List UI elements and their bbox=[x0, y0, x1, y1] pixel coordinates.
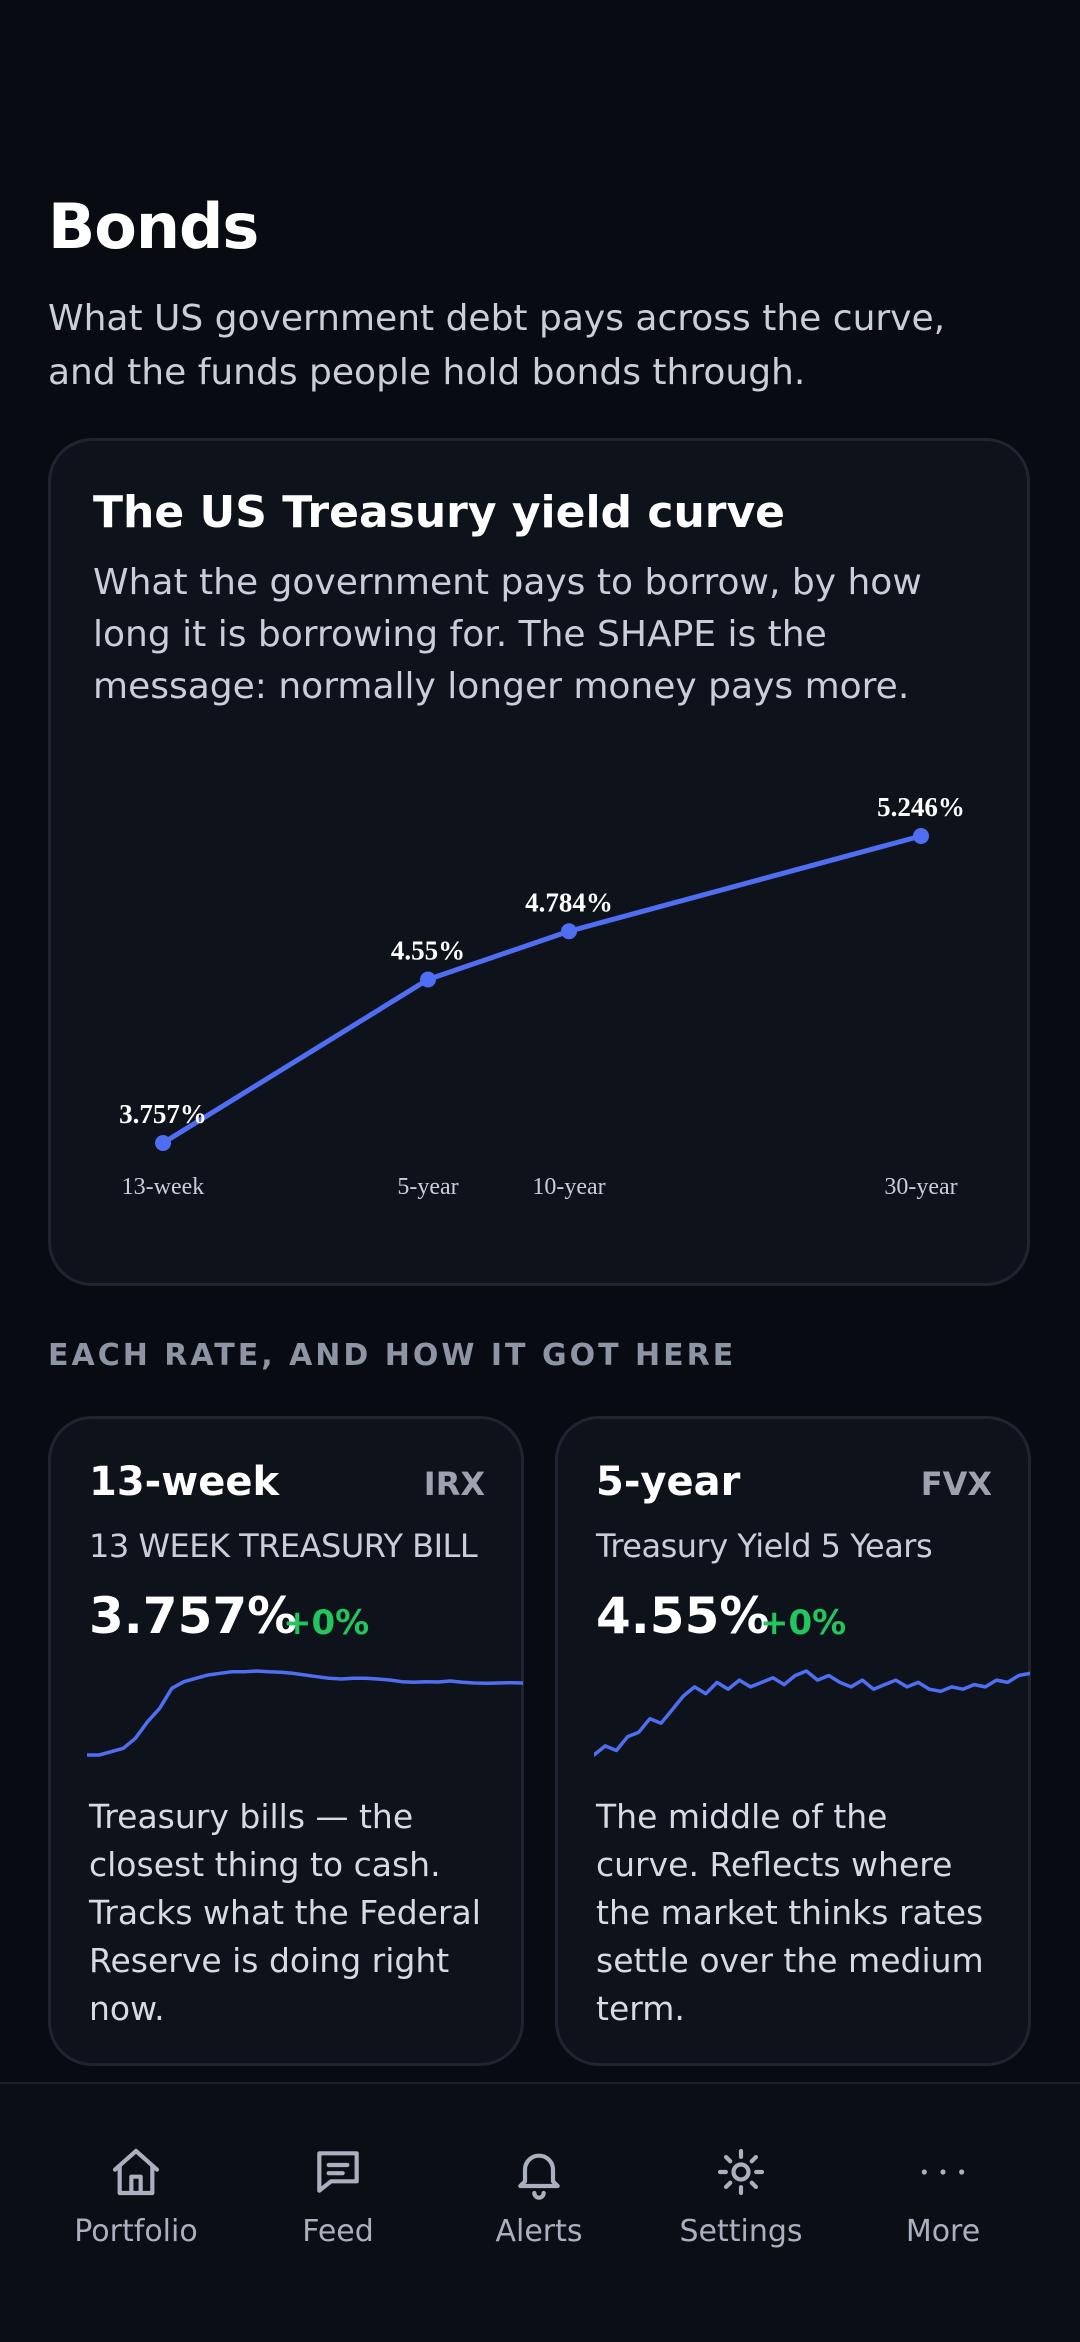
nav-item-more[interactable]: More bbox=[843, 2144, 1043, 2249]
yield-curve-chart: 3.757% 13-week 4.55% 5-year 4.784% 10-year 5.2… bbox=[119, 792, 965, 1200]
nav-label: Portfolio bbox=[74, 2214, 198, 2249]
yield-curve-tick-label: 5-year bbox=[397, 1174, 458, 1200]
yield-curve-data-label: 4.55% bbox=[391, 936, 465, 966]
rate-sparkline bbox=[594, 1669, 1030, 1757]
bell-icon bbox=[518, 2153, 560, 2200]
nav-item-settings[interactable]: Settings bbox=[641, 2144, 841, 2249]
bottom-nav: Portfolio Feed Alerts Settings More bbox=[0, 2082, 1080, 2342]
yield-curve-tick-label: 30-year bbox=[884, 1174, 957, 1200]
rate-value: 3.757% bbox=[89, 1587, 298, 1645]
nav-label: Feed bbox=[302, 2214, 374, 2249]
rate-title: 5-year bbox=[596, 1459, 741, 1505]
yield-curve-data-label: 3.757% bbox=[119, 1099, 207, 1129]
nav-item-portfolio[interactable]: Portfolio bbox=[36, 2144, 236, 2249]
rate-description: Treasury bills — the closest thing to ca… bbox=[89, 1797, 481, 2028]
more-icon bbox=[921, 2169, 965, 2175]
home-icon bbox=[112, 2148, 160, 2196]
yield-curve-point bbox=[561, 923, 577, 940]
sparkline-path bbox=[594, 1669, 1030, 1757]
rate-description: The middle of the curve. Reflects where … bbox=[596, 1797, 984, 2028]
yield-curve-card: The US Treasury yield curve What the gov… bbox=[48, 438, 1030, 1286]
yield-curve-data-label: 4.784% bbox=[525, 887, 613, 917]
page-subtitle: What US government debt pays across the … bbox=[48, 298, 946, 393]
rate-value: 4.55% bbox=[596, 1587, 770, 1645]
yield-curve-data-label: 5.246% bbox=[877, 792, 965, 822]
yield-curve-tick-label: 13-week bbox=[122, 1174, 205, 1200]
nav-item-feed[interactable]: Feed bbox=[238, 2144, 438, 2249]
sparkline-path bbox=[87, 1669, 523, 1757]
rate-title: 13-week bbox=[89, 1459, 280, 1505]
rate-change: +0% bbox=[760, 1603, 847, 1643]
yield-curve-title: The US Treasury yield curve bbox=[93, 487, 785, 538]
yield-curve-point bbox=[155, 1135, 171, 1151]
rate-name: 13 WEEK TREASURY BILL bbox=[89, 1527, 478, 1565]
rate-card-5-year[interactable]: 5-year FVX Treasury Yield 5 Years 4.55% … bbox=[555, 1416, 1031, 2066]
rate-ticker: FVX bbox=[920, 1465, 992, 1503]
nav-item-alerts[interactable]: Alerts bbox=[439, 2144, 639, 2249]
page-title: Bonds bbox=[48, 190, 259, 263]
nav-label: Alerts bbox=[495, 2214, 583, 2249]
nav-label: More bbox=[905, 2214, 981, 2249]
nav-label: Settings bbox=[679, 2214, 803, 2249]
rate-card-13-week[interactable]: 13-week IRX 13 WEEK TREASURY BILL 3.757%… bbox=[48, 1416, 524, 2066]
feed-icon bbox=[317, 2151, 359, 2193]
yield-curve-point bbox=[913, 828, 929, 844]
yield-curve-line bbox=[160, 833, 924, 1146]
yield-curve-tick-label: 10-year bbox=[532, 1174, 605, 1200]
rate-name: Treasury Yield 5 Years bbox=[596, 1527, 933, 1565]
yield-curve-point bbox=[420, 971, 436, 988]
rate-change: +0% bbox=[283, 1603, 370, 1643]
rate-sparkline bbox=[87, 1669, 523, 1757]
yield-curve-description: What the government pays to borrow, by h… bbox=[93, 562, 922, 707]
section-label: EACH RATE, AND HOW IT GOT HERE bbox=[48, 1338, 737, 1373]
gear-icon bbox=[717, 2148, 765, 2196]
rate-ticker: IRX bbox=[423, 1465, 485, 1503]
